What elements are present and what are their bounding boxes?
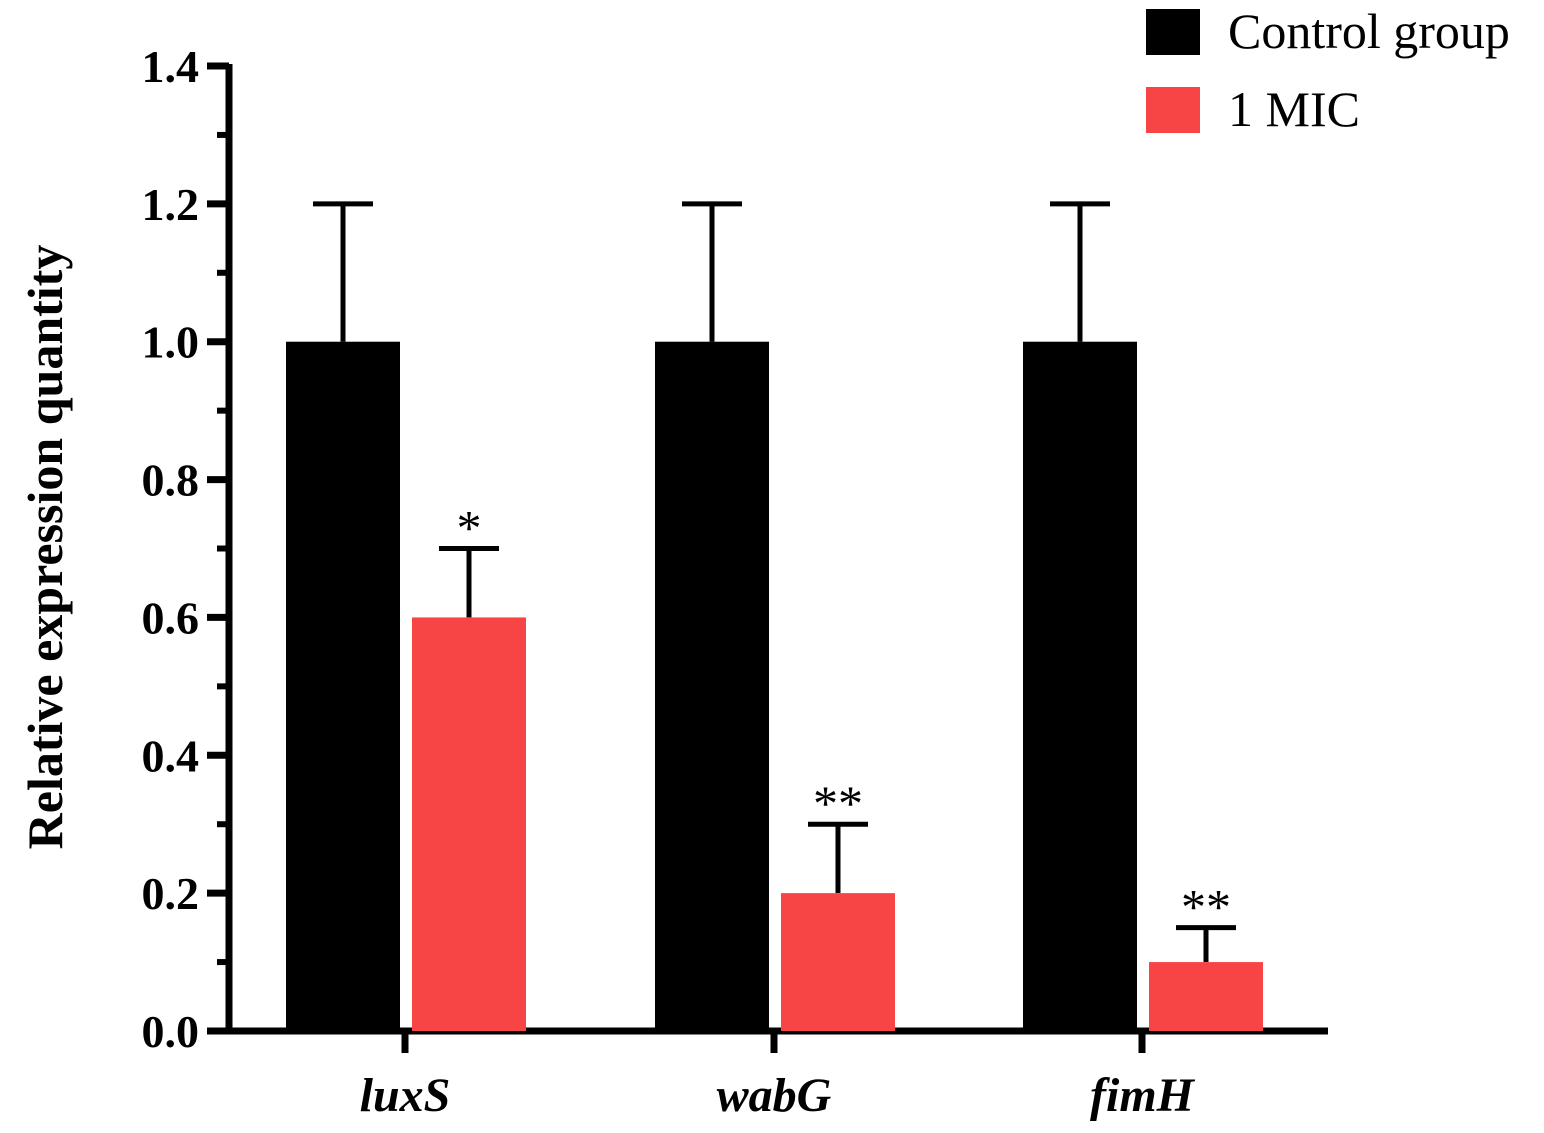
axes: 0.0 0.2 0.4 0.6 0.8 1.0 1.2 1.4 luxS wabG fimH xyxy=(142,41,1328,1122)
significance-marker: ** xyxy=(813,775,863,831)
y-tick-label: 0.2 xyxy=(142,868,200,919)
legend-swatch-0 xyxy=(1146,9,1200,55)
legend-swatch-1 xyxy=(1146,87,1200,133)
y-tick-label: 0.4 xyxy=(142,730,200,781)
y-tick-label: 1.2 xyxy=(142,179,200,230)
bar-control-wabG xyxy=(655,341,769,1031)
legend-label-0: Control group xyxy=(1228,3,1510,59)
bar-control-luxS xyxy=(286,341,400,1031)
legend: Control group 1 MIC xyxy=(1146,3,1510,137)
bar-mic-luxS xyxy=(412,617,526,1031)
bar-mic-wabG xyxy=(781,893,895,1031)
y-axis-title: Relative expression quantity xyxy=(17,245,73,850)
y-tick-label: 0.8 xyxy=(142,455,200,506)
bars: ***** xyxy=(286,201,1263,1031)
bar-mic-fimH xyxy=(1149,962,1263,1031)
significance-marker: * xyxy=(457,500,482,556)
y-tick-label: 0.0 xyxy=(142,1006,200,1057)
legend-label-1: 1 MIC xyxy=(1228,81,1360,137)
bar-control-fimH xyxy=(1023,341,1137,1031)
x-category-label: wabG xyxy=(717,1069,832,1122)
x-category-label: fimH xyxy=(1090,1069,1196,1122)
x-category-label: luxS xyxy=(360,1069,451,1122)
y-tick-label: 0.6 xyxy=(142,592,200,643)
y-tick-label: 1.4 xyxy=(142,41,200,92)
significance-marker: ** xyxy=(1181,879,1231,935)
y-tick-label: 1.0 xyxy=(142,317,200,368)
